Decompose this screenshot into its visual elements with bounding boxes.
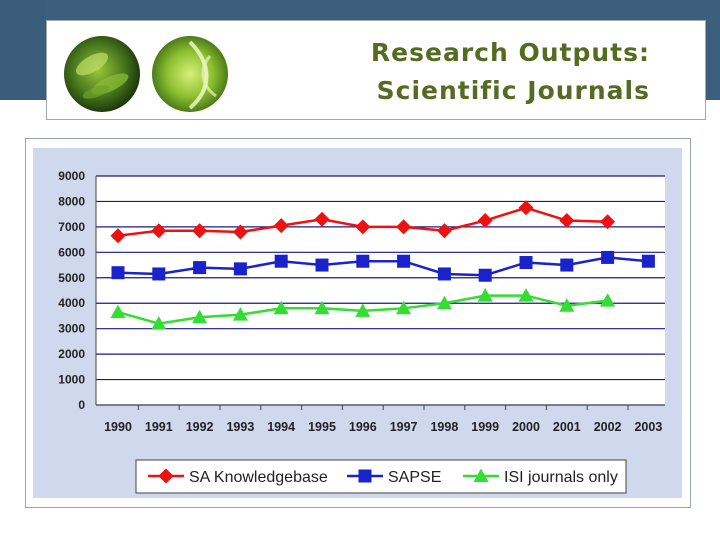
data-point-2-7 xyxy=(396,300,412,315)
data-point-2-10 xyxy=(518,288,534,302)
y-tick-label: 6000 xyxy=(58,245,85,259)
data-point-2-5 xyxy=(314,300,330,315)
slide-title-line-2: Scientific Journals xyxy=(376,76,650,105)
header-right-strip xyxy=(706,0,720,100)
data-point-2-2 xyxy=(192,309,208,324)
x-tick-label: 1991 xyxy=(145,420,173,434)
data-point-0-4 xyxy=(273,218,289,234)
x-tick-label: 1999 xyxy=(471,420,499,434)
legend-label-1: SAPSE xyxy=(388,469,441,486)
x-tick-label: 2000 xyxy=(512,420,540,434)
data-point-2-3 xyxy=(232,307,248,321)
data-point-0-5 xyxy=(314,211,330,227)
x-tick-label: 2002 xyxy=(594,420,622,434)
data-point-1-0 xyxy=(111,266,125,280)
data-point-1-12 xyxy=(601,250,615,264)
y-tick-label: 2000 xyxy=(58,347,85,361)
y-tick-label: 3000 xyxy=(58,322,85,336)
title-box xyxy=(46,20,706,120)
leaf-photo-light xyxy=(152,36,228,112)
data-point-2-12 xyxy=(600,293,616,307)
header-left-strip xyxy=(0,0,46,100)
data-point-0-8 xyxy=(436,223,452,239)
data-point-2-6 xyxy=(355,303,371,317)
data-point-0-0 xyxy=(110,228,126,244)
slide-title-line-1: Research Outputs: xyxy=(370,38,650,67)
data-point-1-7 xyxy=(397,254,411,268)
data-point-1-5 xyxy=(315,258,329,272)
x-tick-label: 1995 xyxy=(308,420,336,434)
data-point-1-9 xyxy=(478,268,492,282)
data-point-2-0 xyxy=(110,304,126,319)
x-tick-label: 1994 xyxy=(267,420,295,434)
x-tick-label: 2001 xyxy=(553,420,581,434)
x-tick-label: 1998 xyxy=(430,420,458,434)
x-tick-label: 1997 xyxy=(390,420,418,434)
data-point-2-11 xyxy=(559,298,575,312)
data-point-0-2 xyxy=(192,223,208,239)
y-tick-label: 4000 xyxy=(58,296,85,310)
slide-title: Research Outputs: Scientific Journals xyxy=(300,34,650,110)
data-point-0-12 xyxy=(600,214,616,230)
legend-marker-0 xyxy=(158,468,174,484)
data-point-0-3 xyxy=(232,224,248,240)
legend-marker-2 xyxy=(473,468,489,482)
data-point-1-6 xyxy=(356,254,370,268)
data-point-0-9 xyxy=(477,213,493,229)
y-tick-label: 5000 xyxy=(58,271,85,285)
data-point-0-11 xyxy=(559,213,575,229)
series-line-1 xyxy=(117,256,649,277)
data-point-0-10 xyxy=(518,200,534,216)
data-point-0-7 xyxy=(396,219,412,235)
data-point-2-1 xyxy=(151,316,167,330)
y-tick-label: 1000 xyxy=(58,373,85,387)
data-point-1-1 xyxy=(152,267,166,281)
data-point-1-4 xyxy=(274,254,288,268)
y-tick-label: 8000 xyxy=(58,194,85,208)
plot-inner xyxy=(96,176,665,405)
data-point-0-6 xyxy=(355,219,371,235)
x-tick-label: 2003 xyxy=(634,420,662,434)
y-tick-label: 7000 xyxy=(58,220,85,234)
data-point-2-8 xyxy=(436,295,452,310)
data-point-1-13 xyxy=(641,254,655,268)
legend-marker-1 xyxy=(358,469,372,483)
leaf-photo-dark xyxy=(64,36,140,112)
data-point-1-3 xyxy=(233,262,247,276)
x-tick-label: 1993 xyxy=(226,420,254,434)
data-point-1-10 xyxy=(519,256,533,270)
data-point-2-9 xyxy=(477,288,493,302)
x-tick-label: 1990 xyxy=(104,420,132,434)
data-point-1-2 xyxy=(193,261,207,275)
data-point-0-1 xyxy=(151,223,167,239)
data-point-1-11 xyxy=(560,258,574,272)
y-tick-label: 0 xyxy=(78,398,85,412)
legend-label-0: SA Knowledgebase xyxy=(189,469,328,486)
data-point-2-4 xyxy=(273,300,289,315)
x-tick-label: 1996 xyxy=(349,420,377,434)
y-tick-label: 9000 xyxy=(58,169,85,183)
data-point-1-8 xyxy=(437,267,451,281)
x-tick-label: 1992 xyxy=(186,420,214,434)
legend-label-2: ISI journals only xyxy=(504,469,618,486)
